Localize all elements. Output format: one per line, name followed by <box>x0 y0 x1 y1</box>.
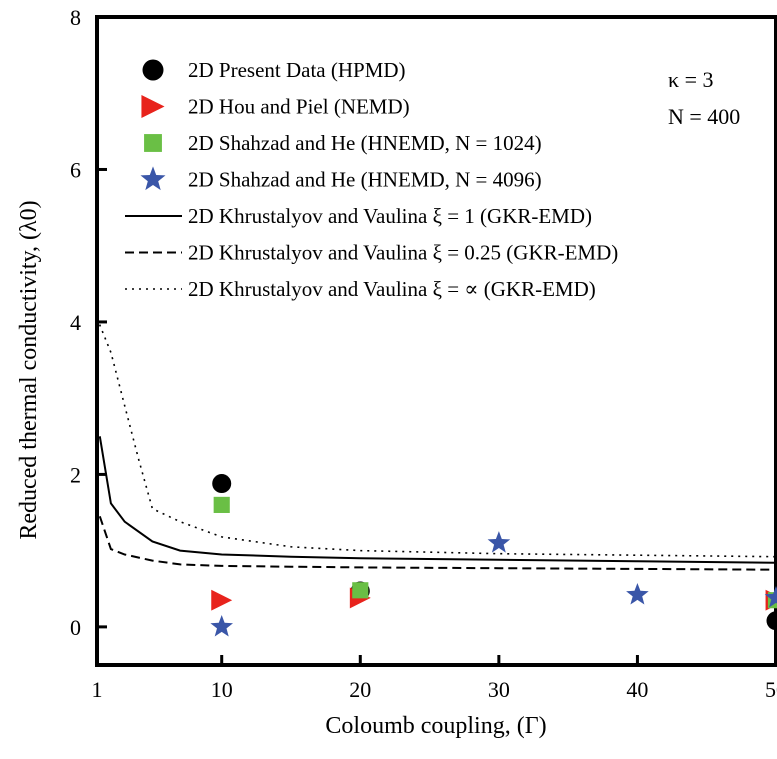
legend-swatch-star <box>140 166 166 191</box>
y-tick-label: 8 <box>70 5 81 30</box>
series-points <box>210 474 777 637</box>
x-axis-label: Coloumb coupling, (Γ) <box>325 713 546 739</box>
y-tick-label: 0 <box>70 615 81 640</box>
series-line-dotted <box>97 317 776 558</box>
axis-ticks: 1 10 20 30 40 50 0 2 4 6 8 <box>70 5 777 702</box>
legend-swatch-circle <box>142 59 164 81</box>
legend-entry-label: 2D Khrustalyov and Vaulina ξ = ∝ (GKR-EM… <box>188 277 596 301</box>
y-tick-label: 6 <box>70 157 81 182</box>
data-point-circle <box>212 474 232 494</box>
legend: 2D Present Data (HPMD) 2D Hou and Piel (N… <box>125 58 618 301</box>
legend-entry-label: 2D Shahzad and He (HNEMD, N = 1024) <box>188 131 542 155</box>
data-point-star <box>764 586 777 608</box>
x-tick-label: 10 <box>211 677 233 702</box>
y-tick-label: 4 <box>70 310 81 335</box>
data-point-star <box>210 615 233 637</box>
legend-swatch-square <box>144 134 162 152</box>
x-tick-label: 40 <box>626 677 648 702</box>
series-lines <box>97 317 776 571</box>
legend-entry-label: 2D Hou and Piel (NEMD) <box>188 95 410 119</box>
legend-entry-label: 2D Khrustalyov and Vaulina ξ = 0.25 (GKR… <box>188 241 618 265</box>
legend-entry-label: 2D Khrustalyov and Vaulina ξ = 1 (GKR-EM… <box>188 204 592 228</box>
legend-swatch-triangle-right <box>141 94 165 119</box>
x-tick-label: 30 <box>488 677 510 702</box>
annotation-n: N = 400 <box>668 104 740 129</box>
plot-frame <box>95 15 777 667</box>
data-point-square <box>352 582 369 599</box>
data-point-square <box>213 496 230 513</box>
y-axis-label: Reduced thermal conductivity, (λ0) <box>16 200 42 539</box>
legend-entry-label: 2D Shahzad and He (HNEMD, N = 4096) <box>188 168 542 192</box>
data-point-star <box>487 531 511 553</box>
data-point-star <box>626 583 649 605</box>
plot-border <box>95 15 777 667</box>
x-tick-label: 1 <box>92 677 103 702</box>
series-line-dashed <box>98 515 776 571</box>
x-tick-label: 50 <box>765 677 777 702</box>
legend-entry-label: 2D Present Data (HPMD) <box>188 58 406 82</box>
y-tick-label: 2 <box>70 462 81 487</box>
annotation-kappa: κ = 3 <box>668 67 714 92</box>
data-point-circle <box>766 611 777 631</box>
x-tick-label: 20 <box>349 677 371 702</box>
series-line-solid <box>98 436 776 564</box>
data-point-triangle-right <box>211 589 233 611</box>
